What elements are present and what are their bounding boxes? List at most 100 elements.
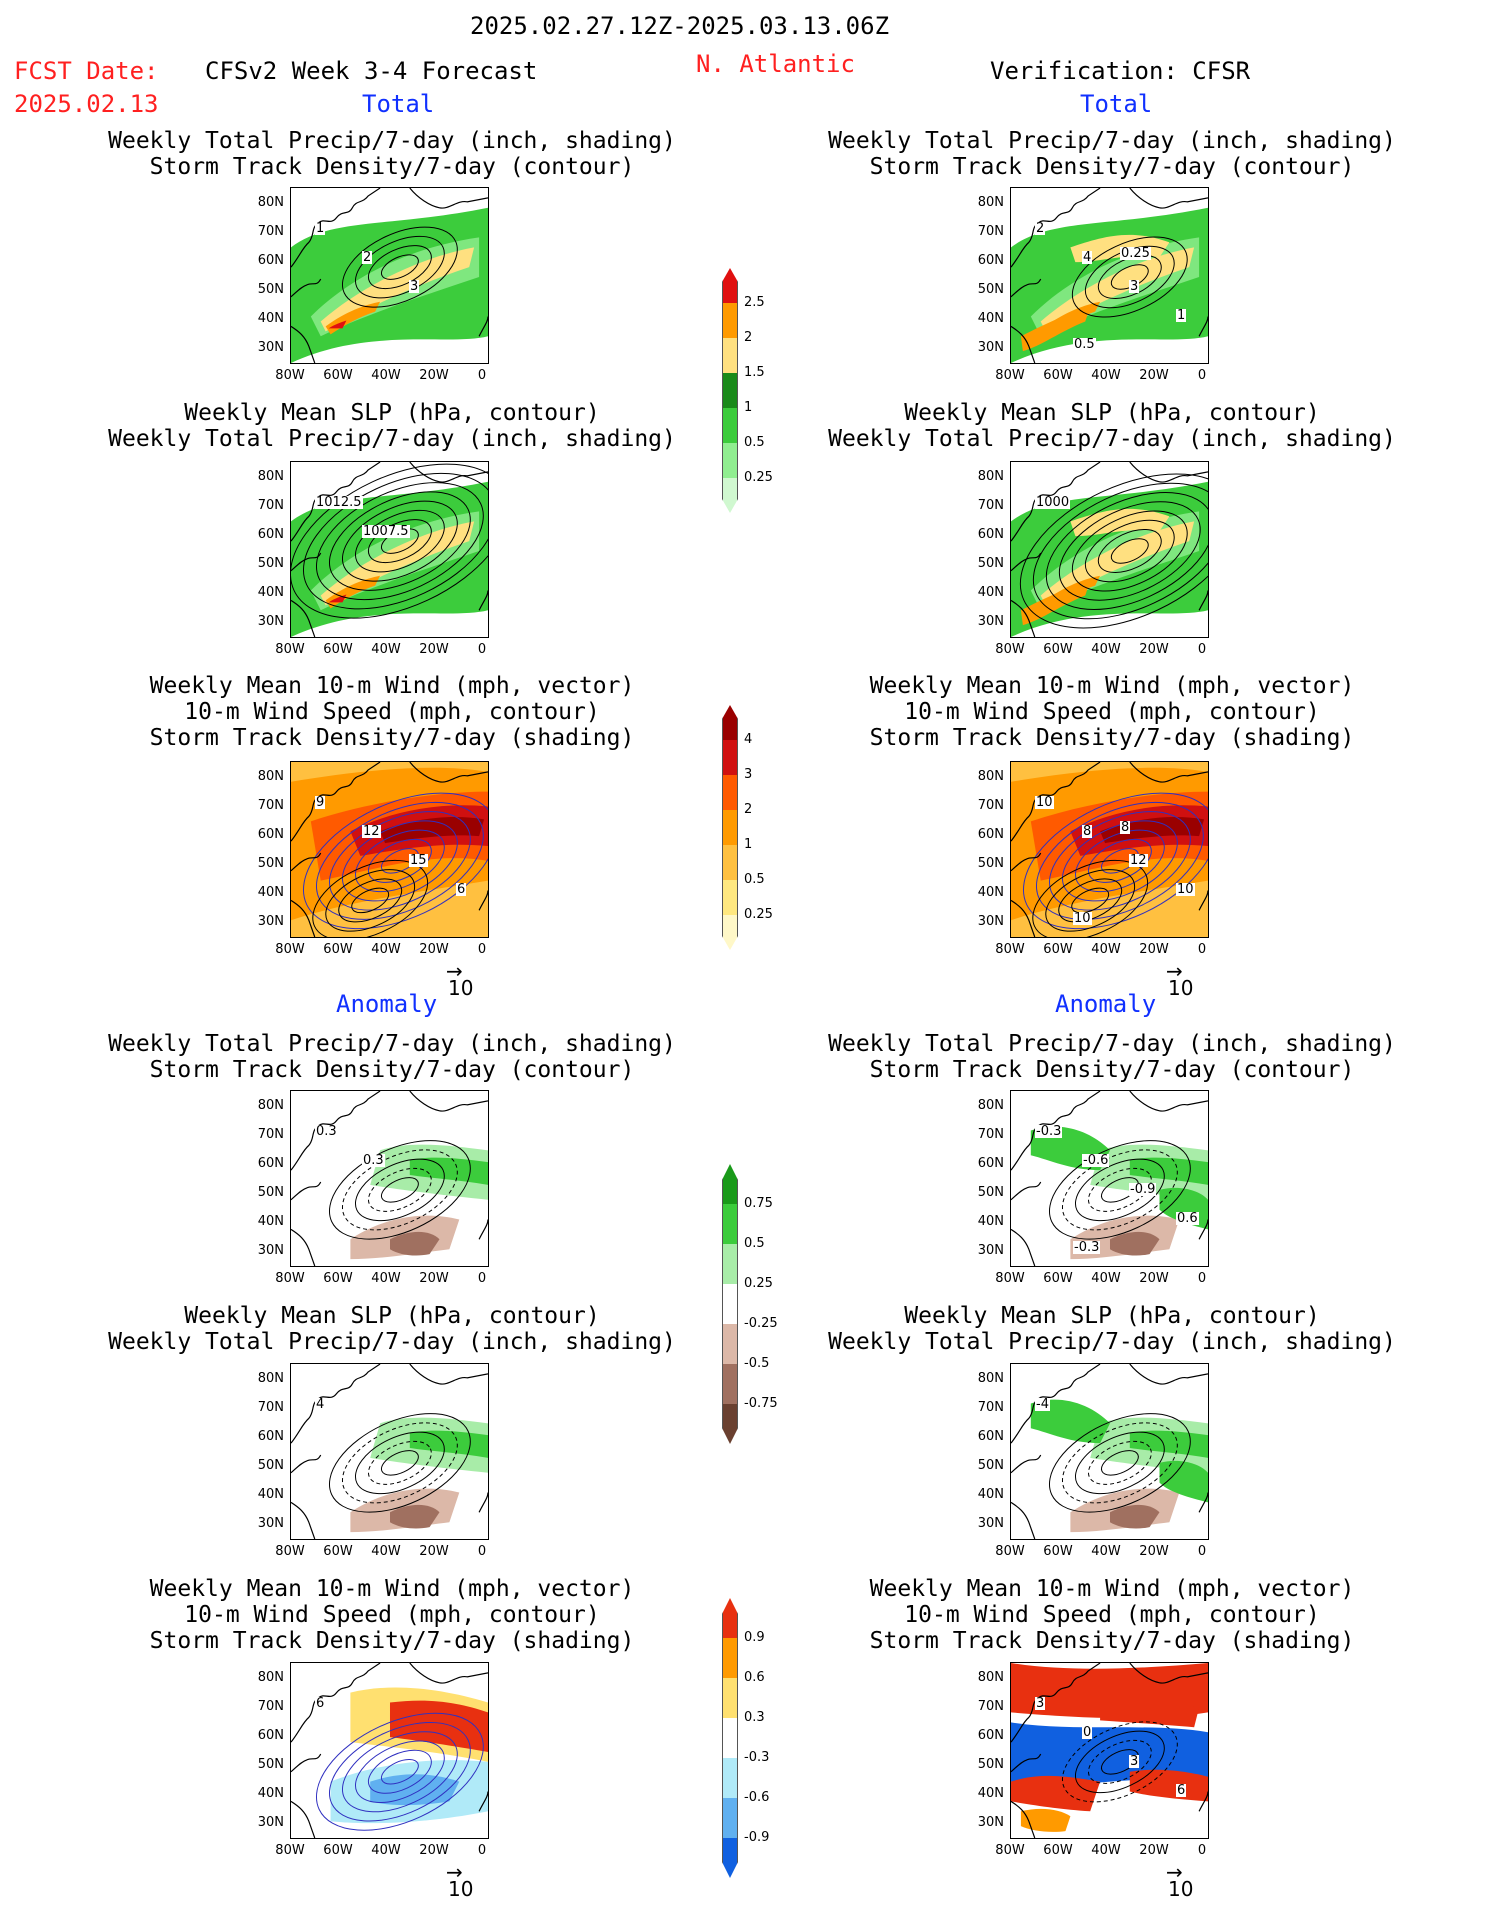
lat-tick-fcst-6-6: 30N bbox=[257, 1815, 284, 1830]
map-graphic-fcst-4 bbox=[291, 1091, 488, 1266]
map-panel-fcst-3 bbox=[290, 761, 489, 938]
panel-title-verif-2-2: Weekly Total Precip/7-day (inch, shading… bbox=[828, 426, 1396, 452]
lon-tick-fcst-1-5: 0 bbox=[477, 368, 487, 383]
lat-tick-fcst-5-3: 60N bbox=[257, 1429, 284, 1444]
colorbar-storm_total-swatch-5 bbox=[722, 845, 738, 880]
map-panel-fcst-5 bbox=[290, 1363, 489, 1540]
lon-tick-fcst-1-1: 80W bbox=[275, 368, 305, 383]
lat-tick-verif-1-3: 60N bbox=[977, 253, 1004, 268]
lat-tick-fcst-4-5: 40N bbox=[257, 1214, 284, 1229]
lat-tick-verif-6-4: 50N bbox=[977, 1757, 1004, 1772]
lat-tick-verif-6-1: 80N bbox=[977, 1670, 1004, 1685]
contour-label-verif-1-1: 2 bbox=[1035, 221, 1046, 236]
lon-tick-verif-6-3: 40W bbox=[1091, 1843, 1121, 1858]
vector-ref-label-fcst-6: 10 bbox=[448, 1877, 474, 1901]
panel-title-verif-6-2: 10-m Wind Speed (mph, contour) bbox=[904, 1602, 1320, 1628]
colorbar-precip_anom-swatch-3 bbox=[722, 1244, 738, 1284]
panel-title-fcst-1-1: Weekly Total Precip/7-day (inch, shading… bbox=[108, 128, 676, 154]
lon-tick-verif-1-4: 20W bbox=[1139, 368, 1169, 383]
lat-tick-verif-3-4: 50N bbox=[977, 856, 1004, 871]
contour-label-fcst-3-3: 15 bbox=[409, 853, 428, 868]
lat-tick-verif-6-3: 60N bbox=[977, 1728, 1004, 1743]
colorbar-storm_total-swatch-1 bbox=[722, 705, 738, 740]
contour-label-verif-3-1: 10 bbox=[1035, 795, 1054, 810]
lat-tick-fcst-1-3: 60N bbox=[257, 253, 284, 268]
lat-tick-verif-6-6: 30N bbox=[977, 1815, 1004, 1830]
colorbar-storm_anom-swatch-2 bbox=[722, 1638, 738, 1678]
colorbar-storm_total-swatch-2 bbox=[722, 740, 738, 775]
lon-tick-fcst-5-2: 60W bbox=[323, 1544, 353, 1559]
lat-tick-verif-5-1: 80N bbox=[977, 1371, 1004, 1386]
lat-tick-verif-1-6: 30N bbox=[977, 340, 1004, 355]
colorbar-storm_anom-label-1: 0.9 bbox=[744, 1630, 765, 1645]
contour-label-verif-1-4: 1 bbox=[1176, 308, 1187, 323]
lon-tick-fcst-2-5: 0 bbox=[477, 642, 487, 657]
lon-tick-verif-6-1: 80W bbox=[995, 1843, 1025, 1858]
lat-tick-verif-4-6: 30N bbox=[977, 1243, 1004, 1258]
lat-tick-fcst-4-4: 50N bbox=[257, 1185, 284, 1200]
lat-tick-verif-3-2: 70N bbox=[977, 798, 1004, 813]
colorbar-storm_total-label-3: 2 bbox=[744, 802, 753, 817]
contour-label-verif-6-2: 0 bbox=[1082, 1725, 1093, 1740]
contour-label-verif-1-5: 0.5 bbox=[1073, 337, 1096, 352]
contour-label-verif-5-1: -4 bbox=[1035, 1397, 1050, 1412]
lon-tick-verif-2-1: 80W bbox=[995, 642, 1025, 657]
colorbar-precip_anom-label-6: -0.75 bbox=[744, 1396, 778, 1411]
colorbar-precip_anom-label-4: -0.25 bbox=[744, 1316, 778, 1331]
colorbar-precip_total-label-4: 1 bbox=[744, 400, 753, 415]
lat-tick-fcst-4-2: 70N bbox=[257, 1127, 284, 1142]
colorbar-precip_total-swatch-1 bbox=[722, 268, 738, 303]
lat-tick-verif-2-6: 30N bbox=[977, 614, 1004, 629]
lat-tick-fcst-5-6: 30N bbox=[257, 1516, 284, 1531]
lon-tick-fcst-6-3: 40W bbox=[371, 1843, 401, 1858]
contour-label-fcst-2-2: 1007.5 bbox=[362, 524, 410, 539]
lat-tick-verif-4-4: 50N bbox=[977, 1185, 1004, 1200]
colorbar-precip_total-swatch-6 bbox=[722, 443, 738, 478]
lat-tick-verif-3-6: 30N bbox=[977, 914, 1004, 929]
panel-title-fcst-4-1: Weekly Total Precip/7-day (inch, shading… bbox=[108, 1031, 676, 1057]
lat-tick-fcst-6-5: 40N bbox=[257, 1786, 284, 1801]
colorbar-storm_anom-label-6: -0.9 bbox=[744, 1830, 770, 1845]
contour-label-verif-4-1: -0.3 bbox=[1035, 1124, 1063, 1139]
lat-tick-fcst-5-4: 50N bbox=[257, 1458, 284, 1473]
lon-tick-fcst-2-4: 20W bbox=[419, 642, 449, 657]
lat-tick-fcst-6-2: 70N bbox=[257, 1699, 284, 1714]
lon-tick-fcst-4-3: 40W bbox=[371, 1271, 401, 1286]
contour-label-fcst-4-1: 0.3 bbox=[315, 1124, 338, 1139]
lat-tick-verif-6-2: 70N bbox=[977, 1699, 1004, 1714]
lon-tick-fcst-3-2: 60W bbox=[323, 942, 353, 957]
panel-title-fcst-3-1: Weekly Mean 10-m Wind (mph, vector) bbox=[149, 673, 635, 699]
lon-tick-fcst-5-3: 40W bbox=[371, 1544, 401, 1559]
vector-ref-arrow-fcst-6: → bbox=[446, 1860, 463, 1884]
lon-tick-verif-6-4: 20W bbox=[1139, 1843, 1169, 1858]
lat-tick-verif-1-4: 50N bbox=[977, 282, 1004, 297]
colorbar-storm_total-swatch-4 bbox=[722, 810, 738, 845]
panel-title-verif-3-2: 10-m Wind Speed (mph, contour) bbox=[904, 699, 1320, 725]
lon-tick-verif-5-4: 20W bbox=[1139, 1544, 1169, 1559]
verification-title: Verification: CFSR bbox=[990, 57, 1251, 85]
colorbar-storm_anom-swatch-6 bbox=[722, 1798, 738, 1838]
panel-title-fcst-3-2: 10-m Wind Speed (mph, contour) bbox=[184, 699, 600, 725]
lon-tick-verif-3-5: 0 bbox=[1197, 942, 1207, 957]
lon-tick-fcst-5-1: 80W bbox=[275, 1544, 305, 1559]
contour-label-fcst-3-4: 6 bbox=[456, 882, 467, 897]
lat-tick-fcst-1-1: 80N bbox=[257, 195, 284, 210]
lon-tick-fcst-1-4: 20W bbox=[419, 368, 449, 383]
map-panel-verif-4 bbox=[1010, 1090, 1209, 1267]
lat-tick-verif-5-6: 30N bbox=[977, 1516, 1004, 1531]
lon-tick-fcst-3-1: 80W bbox=[275, 942, 305, 957]
colorbar-storm_total-label-4: 1 bbox=[744, 837, 753, 852]
panel-title-verif-4-2: Storm Track Density/7-day (contour) bbox=[869, 1057, 1355, 1083]
lat-tick-fcst-2-1: 80N bbox=[257, 469, 284, 484]
colorbar-storm_total-swatch-6 bbox=[722, 880, 738, 915]
lon-tick-fcst-4-1: 80W bbox=[275, 1271, 305, 1286]
panel-title-verif-5-2: Weekly Total Precip/7-day (inch, shading… bbox=[828, 1329, 1396, 1355]
contour-label-verif-4-3: -0.9 bbox=[1129, 1182, 1157, 1197]
colorbar-storm_anom-label-2: 0.6 bbox=[744, 1670, 765, 1685]
lat-tick-fcst-3-4: 50N bbox=[257, 856, 284, 871]
lat-tick-fcst-2-6: 30N bbox=[257, 614, 284, 629]
map-panel-fcst-4 bbox=[290, 1090, 489, 1267]
lon-tick-fcst-6-1: 80W bbox=[275, 1843, 305, 1858]
map-graphic-verif-4 bbox=[1011, 1091, 1208, 1266]
lat-tick-fcst-4-1: 80N bbox=[257, 1098, 284, 1113]
